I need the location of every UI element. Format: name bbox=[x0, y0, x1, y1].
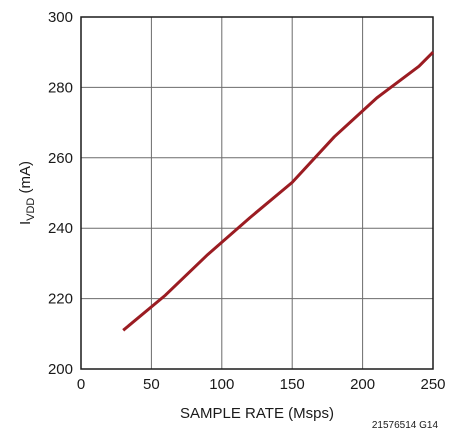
x-tick-labels: 0 50 100 150 200 250 bbox=[77, 376, 446, 393]
y-tick-200: 200 bbox=[48, 361, 73, 378]
y-tick-labels: 200 220 240 260 280 300 bbox=[48, 9, 73, 378]
figure-id: 21576514 G14 bbox=[372, 420, 439, 431]
x-tick-50: 50 bbox=[143, 376, 160, 393]
y-tick-300: 300 bbox=[48, 9, 73, 26]
y-axis-label-main: I bbox=[17, 221, 34, 225]
y-axis-label-subscript: VDD bbox=[25, 198, 37, 221]
y-tick-220: 220 bbox=[48, 291, 73, 308]
x-tick-100: 100 bbox=[209, 376, 234, 393]
series-layer bbox=[122, 51, 435, 332]
x-axis-label: SAMPLE RATE (Msps) bbox=[180, 405, 334, 422]
y-tick-260: 260 bbox=[48, 150, 73, 167]
x-tick-0: 0 bbox=[77, 376, 85, 393]
grid-lines bbox=[81, 17, 433, 369]
y-axis-label-unit: (mA) bbox=[17, 161, 34, 198]
x-tick-150: 150 bbox=[280, 376, 305, 393]
x-tick-200: 200 bbox=[350, 376, 375, 393]
y-axis-label: IVDD (mA) bbox=[17, 161, 37, 225]
y-tick-240: 240 bbox=[48, 220, 73, 237]
x-tick-250: 250 bbox=[420, 376, 445, 393]
y-tick-280: 280 bbox=[48, 79, 73, 96]
series-line-0 bbox=[122, 51, 435, 332]
plot-frame bbox=[80, 16, 434, 370]
